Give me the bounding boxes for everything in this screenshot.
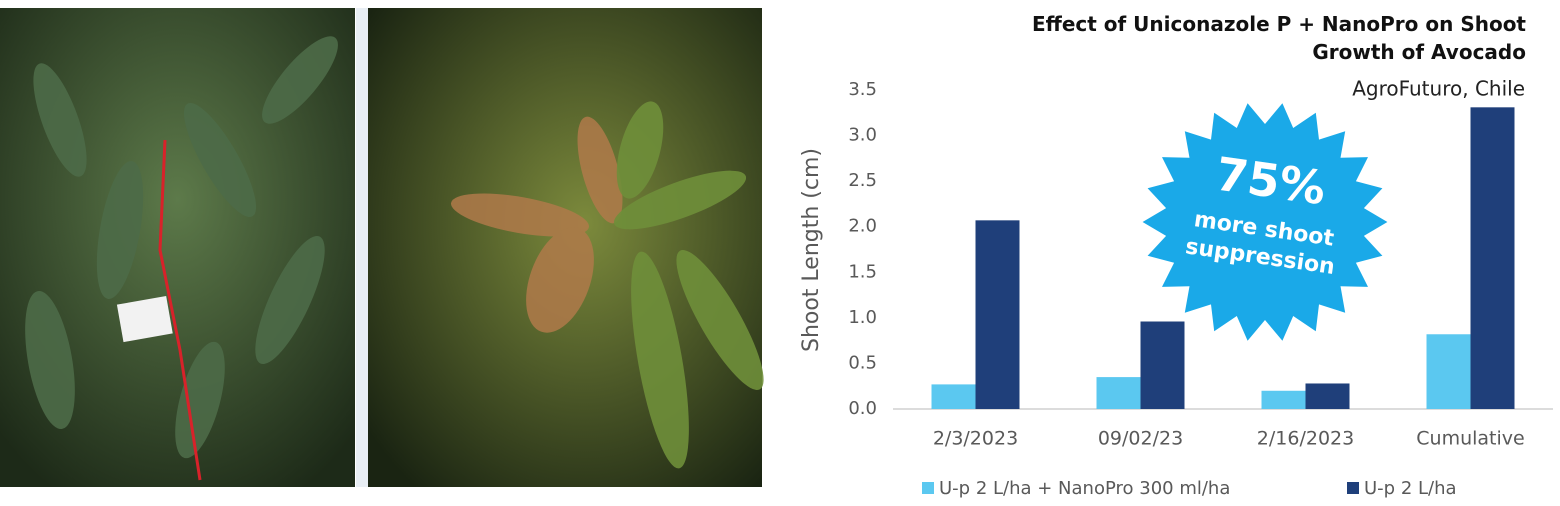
y-tick-label: 1.0 [848,307,877,328]
bar [1426,334,1471,409]
bar [931,384,976,409]
y-tick-label: 2.5 [848,170,877,191]
bar [1096,377,1141,409]
y-tick-label: 2.0 [848,216,877,237]
x-tick-label: Cumulative [1416,428,1524,450]
subtitle: AgroFuturo, Chile [1352,77,1525,101]
legend-swatch [922,482,934,494]
y-tick-label: 0.0 [848,398,877,419]
bar [1470,107,1515,410]
x-tick-label: 2/3/2023 [933,428,1018,450]
photo-right [368,8,764,487]
bar [1261,390,1306,409]
legend-label: U-p 2 L/ha + NanoPro 300 ml/ha [939,478,1230,499]
legend-label: U-p 2 L/ha [1364,478,1457,499]
x-tick-label: 2/16/2023 [1257,428,1354,450]
y-axis-label: Shoot Length (cm) [799,148,824,352]
chart-title: Effect of Uniconazole P + NanoPro on Sho… [1031,12,1526,64]
y-tick-label: 3.5 [848,79,877,100]
y-tick-label: 3.0 [848,125,877,146]
x-tick-label: 09/02/23 [1098,428,1183,450]
starburst [1142,103,1388,341]
bar [975,220,1020,409]
y-tick-label: 0.5 [848,352,877,373]
legend-swatch [1347,482,1359,494]
photo-left [0,8,355,487]
y-tick-label: 1.5 [848,261,877,282]
bar [1140,321,1185,409]
photo-divider [356,8,368,487]
bar [1305,383,1350,409]
